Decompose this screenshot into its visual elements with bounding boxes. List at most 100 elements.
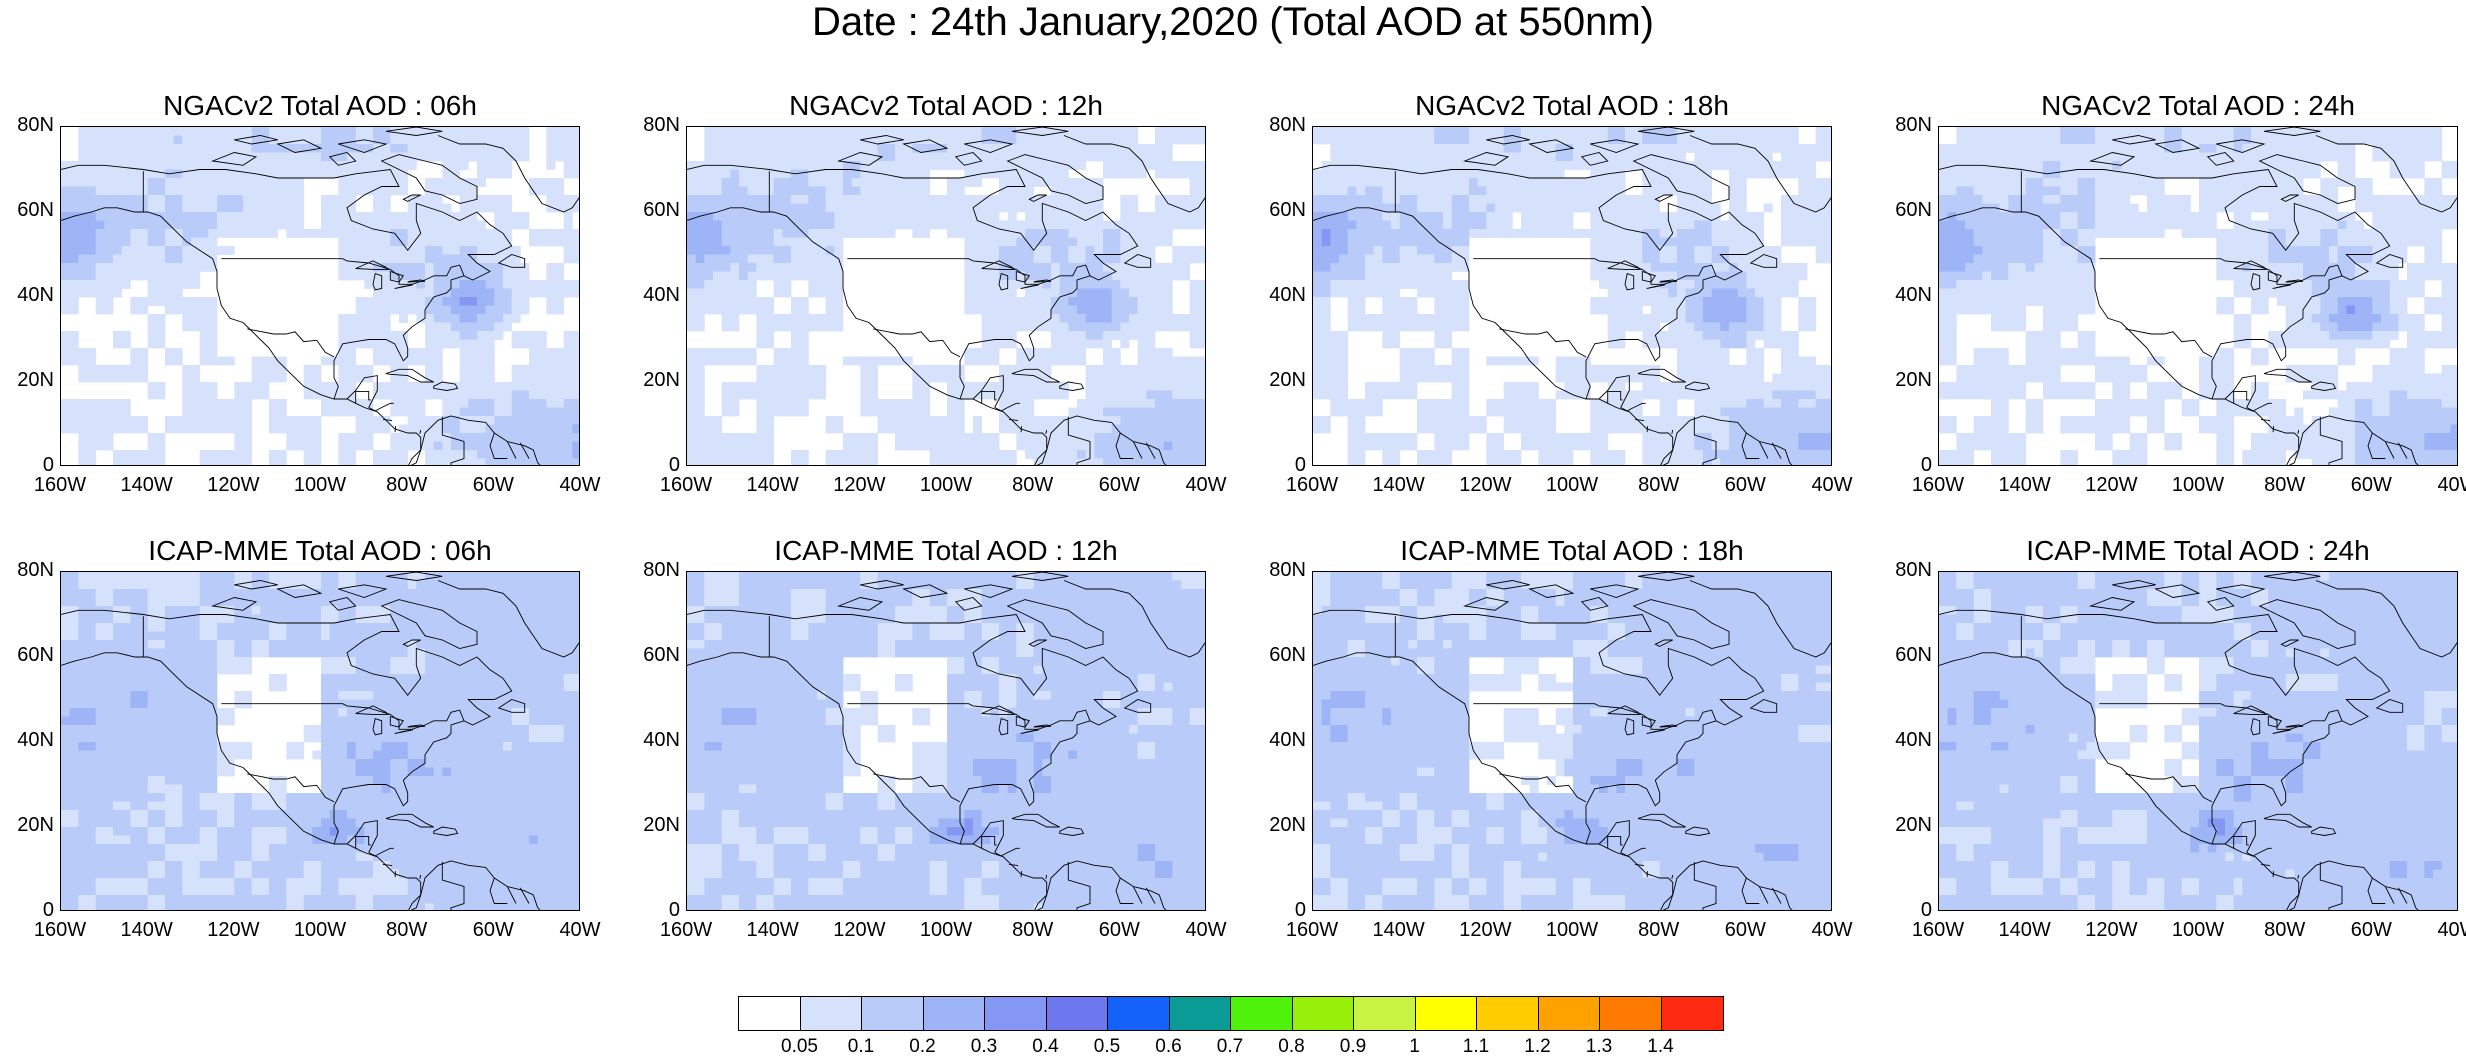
colorbar-label: 0.4 [1016, 1036, 1076, 1058]
lon-tick-label: 80W [367, 919, 447, 942]
aod-field [687, 127, 1206, 466]
lon-tick-label: 100W [1532, 919, 1612, 942]
lon-tick-label: 100W [1532, 474, 1612, 497]
map-frame [1938, 126, 2458, 466]
lat-tick-label: 40N [1872, 284, 1932, 307]
lon-tick-label: 100W [2158, 474, 2238, 497]
colorbar-label: 0.5 [1077, 1036, 1137, 1058]
lon-tick-label: 140W [733, 474, 813, 497]
lon-tick-label: 160W [646, 474, 726, 497]
lat-tick-label: 20N [620, 814, 680, 837]
colorbar-swatch [1539, 997, 1601, 1030]
lon-tick-label: 60W [2331, 474, 2411, 497]
lon-tick-label: 40W [1792, 474, 1872, 497]
colorbar-swatch [862, 997, 924, 1030]
colorbar-swatch [1477, 997, 1539, 1030]
aod-field [61, 572, 580, 911]
lon-tick-label: 60W [453, 474, 533, 497]
lon-tick-label: 100W [906, 474, 986, 497]
lat-tick-label: 40N [0, 729, 54, 752]
colorbar-label: 1.2 [1508, 1036, 1568, 1058]
colorbar-label: 0.05 [770, 1036, 830, 1058]
lon-tick-label: 100W [280, 474, 360, 497]
lon-tick-label: 140W [107, 474, 187, 497]
lat-tick-label: 80N [1872, 559, 1932, 582]
panel-title: ICAP-MME Total AOD : 24h [1938, 533, 2458, 569]
lon-tick-label: 120W [193, 919, 273, 942]
lon-tick-label: 40W [1166, 474, 1246, 497]
colorbar-label: 0.3 [954, 1036, 1014, 1058]
lat-tick-label: 80N [1246, 559, 1306, 582]
panel-title: ICAP-MME Total AOD : 12h [686, 533, 1206, 569]
lon-tick-label: 60W [1705, 919, 1785, 942]
colorbar-label: 0.6 [1139, 1036, 1199, 1058]
colorbar-swatch [1354, 997, 1416, 1030]
panel-title: NGACv2 Total AOD : 06h [60, 88, 580, 124]
lat-tick-label: 40N [1246, 284, 1306, 307]
map-frame [686, 571, 1206, 911]
colorbar-label: 1 [1385, 1036, 1445, 1058]
colorbar-swatch [1231, 997, 1293, 1030]
colorbar-swatch [1416, 997, 1478, 1030]
lon-tick-label: 60W [1079, 919, 1159, 942]
colorbar-label: 0.1 [831, 1036, 891, 1058]
lon-tick-label: 80W [2245, 474, 2325, 497]
colorbar-swatch [1662, 997, 1724, 1030]
lat-tick-label: 20N [1246, 814, 1306, 837]
panel-title: NGACv2 Total AOD : 18h [1312, 88, 1832, 124]
colorbar-swatch [1600, 997, 1662, 1030]
aod-field [1313, 572, 1832, 911]
lat-tick-label: 40N [620, 284, 680, 307]
lat-tick-label: 80N [0, 114, 54, 137]
lat-tick-label: 60N [0, 199, 54, 222]
lon-tick-label: 160W [646, 919, 726, 942]
map-frame [60, 571, 580, 911]
lon-tick-label: 100W [2158, 919, 2238, 942]
lon-tick-label: 60W [453, 919, 533, 942]
lon-tick-label: 40W [2418, 474, 2466, 497]
lon-tick-label: 160W [1898, 919, 1978, 942]
lon-tick-label: 120W [1445, 474, 1525, 497]
lat-tick-label: 60N [1246, 644, 1306, 667]
lat-tick-label: 60N [1872, 644, 1932, 667]
lon-tick-label: 120W [819, 474, 899, 497]
figure-title: Date : 24th January,2020 (Total AOD at 5… [0, 0, 2466, 44]
lon-tick-label: 160W [1272, 474, 1352, 497]
lon-tick-label: 120W [1445, 919, 1525, 942]
aod-field [687, 572, 1206, 911]
lon-tick-label: 140W [107, 919, 187, 942]
lat-tick-label: 20N [0, 369, 54, 392]
lat-tick-label: 80N [1872, 114, 1932, 137]
colorbar-label: 0.9 [1323, 1036, 1383, 1058]
lat-tick-label: 60N [620, 199, 680, 222]
lat-tick-label: 80N [620, 114, 680, 137]
lat-tick-label: 80N [620, 559, 680, 582]
lon-tick-label: 160W [1898, 474, 1978, 497]
lon-tick-label: 140W [1985, 474, 2065, 497]
map-frame [60, 126, 580, 466]
lat-tick-label: 20N [1872, 369, 1932, 392]
lat-tick-label: 40N [0, 284, 54, 307]
lon-tick-label: 60W [1079, 474, 1159, 497]
lon-tick-label: 140W [1359, 919, 1439, 942]
lat-tick-label: 80N [1246, 114, 1306, 137]
aod-field [1313, 127, 1832, 466]
lat-tick-label: 80N [0, 559, 54, 582]
lon-tick-label: 160W [1272, 919, 1352, 942]
colorbar-swatch [739, 997, 801, 1030]
lon-tick-label: 40W [1792, 919, 1872, 942]
colorbar-label: 0.7 [1200, 1036, 1260, 1058]
lat-tick-label: 40N [1872, 729, 1932, 752]
lon-tick-label: 80W [993, 919, 1073, 942]
lat-tick-label: 60N [620, 644, 680, 667]
panel-title: ICAP-MME Total AOD : 18h [1312, 533, 1832, 569]
colorbar-label: 1.1 [1446, 1036, 1506, 1058]
lon-tick-label: 40W [540, 919, 620, 942]
colorbar-swatch [924, 997, 986, 1030]
aod-field [1939, 127, 2458, 466]
